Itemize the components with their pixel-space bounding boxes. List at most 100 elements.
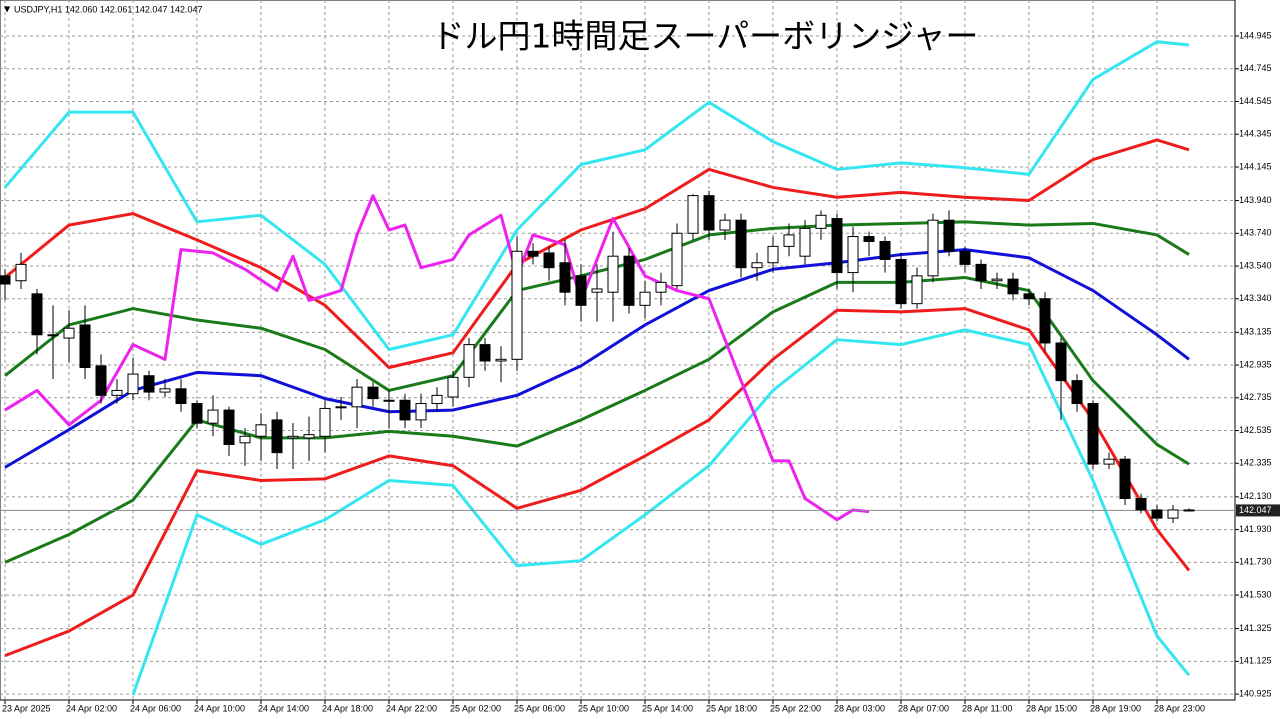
- candle-body: [287, 435, 299, 439]
- candle-body: [111, 389, 123, 396]
- candle-body: [1071, 380, 1083, 405]
- band-line: [4, 307, 1191, 658]
- candle-body: [415, 403, 427, 421]
- y-tick-label: 141.730: [1239, 557, 1272, 567]
- candle-body: [31, 293, 43, 336]
- chart-title: ドル円1時間足スーパーボリンジャー: [431, 17, 978, 56]
- x-tick-label: 28 Apr 19:00: [1090, 703, 1141, 713]
- candle-body: [1039, 298, 1051, 344]
- candle-body: [239, 435, 251, 444]
- candle-body: [639, 291, 651, 306]
- x-tick-label: 24 Apr 22:00: [386, 703, 437, 713]
- candle-body: [511, 250, 523, 360]
- candle-body: [351, 386, 363, 408]
- candle-body: [1007, 278, 1019, 295]
- candle-body: [0, 275, 11, 285]
- candle-body: [495, 358, 507, 362]
- y-tick-label: 144.945: [1239, 30, 1272, 40]
- x-tick-label: 24 Apr 18:00: [322, 703, 373, 713]
- band-line: [4, 194, 870, 522]
- candle-body: [1119, 458, 1131, 499]
- y-tick-label: 142.935: [1239, 359, 1272, 369]
- candle-body: [975, 263, 987, 282]
- x-tick-label: 25 Apr 02:00: [450, 703, 501, 713]
- axes: 144.945 144.745 144.545 144.345 144.145 143.9…: [2, 30, 1280, 713]
- candle-body: [607, 255, 619, 293]
- x-tick-label: 25 Apr 22:00: [770, 703, 821, 713]
- candle-body: [479, 344, 491, 362]
- y-tick-label: 142.335: [1239, 458, 1272, 468]
- y-tick-label: 140.925: [1239, 688, 1272, 698]
- x-tick-label: 25 Apr 14:00: [642, 703, 693, 713]
- x-tick-label: 23 Apr 2025: [2, 703, 51, 713]
- candle-body: [1055, 342, 1067, 382]
- menu-arrow: ▼: [4, 5, 11, 14]
- candle-body: [447, 376, 459, 398]
- x-tick-label: 24 Apr 10:00: [194, 703, 245, 713]
- candle-body: [1023, 293, 1035, 300]
- candle-body: [527, 250, 539, 257]
- y-tick-label: 142.735: [1239, 392, 1272, 402]
- band-line: [3, 40, 1190, 352]
- y-tick-label: 142.130: [1239, 491, 1272, 501]
- candle-body: [399, 399, 411, 421]
- candle-body: [159, 388, 171, 393]
- current-price-box: [1236, 504, 1280, 517]
- candle-body: [207, 409, 219, 424]
- candle-body: [127, 373, 139, 395]
- candle-body: [783, 234, 795, 247]
- candle-body: [687, 195, 699, 234]
- x-tick-label: 28 Apr 07:00: [898, 703, 949, 713]
- candle-body: [271, 419, 283, 454]
- candle-body: [223, 409, 235, 445]
- x-tick-label: 28 Apr 11:00: [962, 703, 1012, 713]
- y-tick-label: 141.325: [1239, 623, 1272, 633]
- candle-body: [95, 365, 107, 396]
- candle-body: [431, 394, 443, 405]
- candle-body: [1151, 509, 1163, 519]
- candle-body: [623, 255, 635, 306]
- y-tick-label: 144.545: [1239, 96, 1272, 106]
- candle-body: [335, 406, 347, 409]
- candle-body: [255, 424, 267, 437]
- candle-body: [767, 245, 779, 264]
- x-tick-label: 28 Apr 03:00: [834, 703, 885, 713]
- candle-body: [911, 275, 923, 305]
- candle-body: [79, 324, 91, 369]
- y-tick-label: 143.135: [1239, 327, 1272, 337]
- candle-body: [191, 403, 203, 424]
- x-tick-label: 28 Apr 23:00: [1154, 703, 1205, 713]
- current-price-label: 142.047: [1239, 505, 1272, 515]
- candle-body: [303, 434, 315, 439]
- candle-body: [463, 344, 475, 378]
- x-tick-label: 24 Apr 14:00: [258, 703, 309, 713]
- candle-body: [863, 236, 875, 242]
- candle-body: [1167, 509, 1179, 519]
- candle-body: [1183, 509, 1195, 512]
- candle-body: [63, 327, 75, 339]
- candle-body: [575, 275, 587, 306]
- candle-body: [671, 232, 683, 287]
- y-tick-label: 143.340: [1239, 293, 1272, 303]
- candle-body: [559, 262, 571, 293]
- candle-body: [847, 236, 859, 274]
- candle-body: [383, 399, 395, 402]
- x-tick-label: 25 Apr 06:00: [514, 703, 565, 713]
- candle-body: [735, 219, 747, 269]
- candle-body: [143, 375, 155, 393]
- candle-body: [991, 278, 1003, 282]
- band-line: [4, 248, 1190, 469]
- y-tick-label: 144.745: [1239, 63, 1272, 73]
- candle-body: [1135, 497, 1147, 511]
- y-tick-label: 143.940: [1239, 195, 1272, 205]
- y-tick-label: 144.345: [1239, 129, 1272, 139]
- candle-body: [543, 252, 555, 269]
- candle-body: [591, 288, 603, 293]
- candle-body: [879, 240, 891, 260]
- plot-frame: [0, 0, 1236, 701]
- x-tick-label: 24 Apr 02:00: [66, 703, 117, 713]
- y-tick-label: 144.145: [1239, 161, 1272, 171]
- candle-body: [815, 214, 827, 229]
- candle-body: [47, 334, 59, 337]
